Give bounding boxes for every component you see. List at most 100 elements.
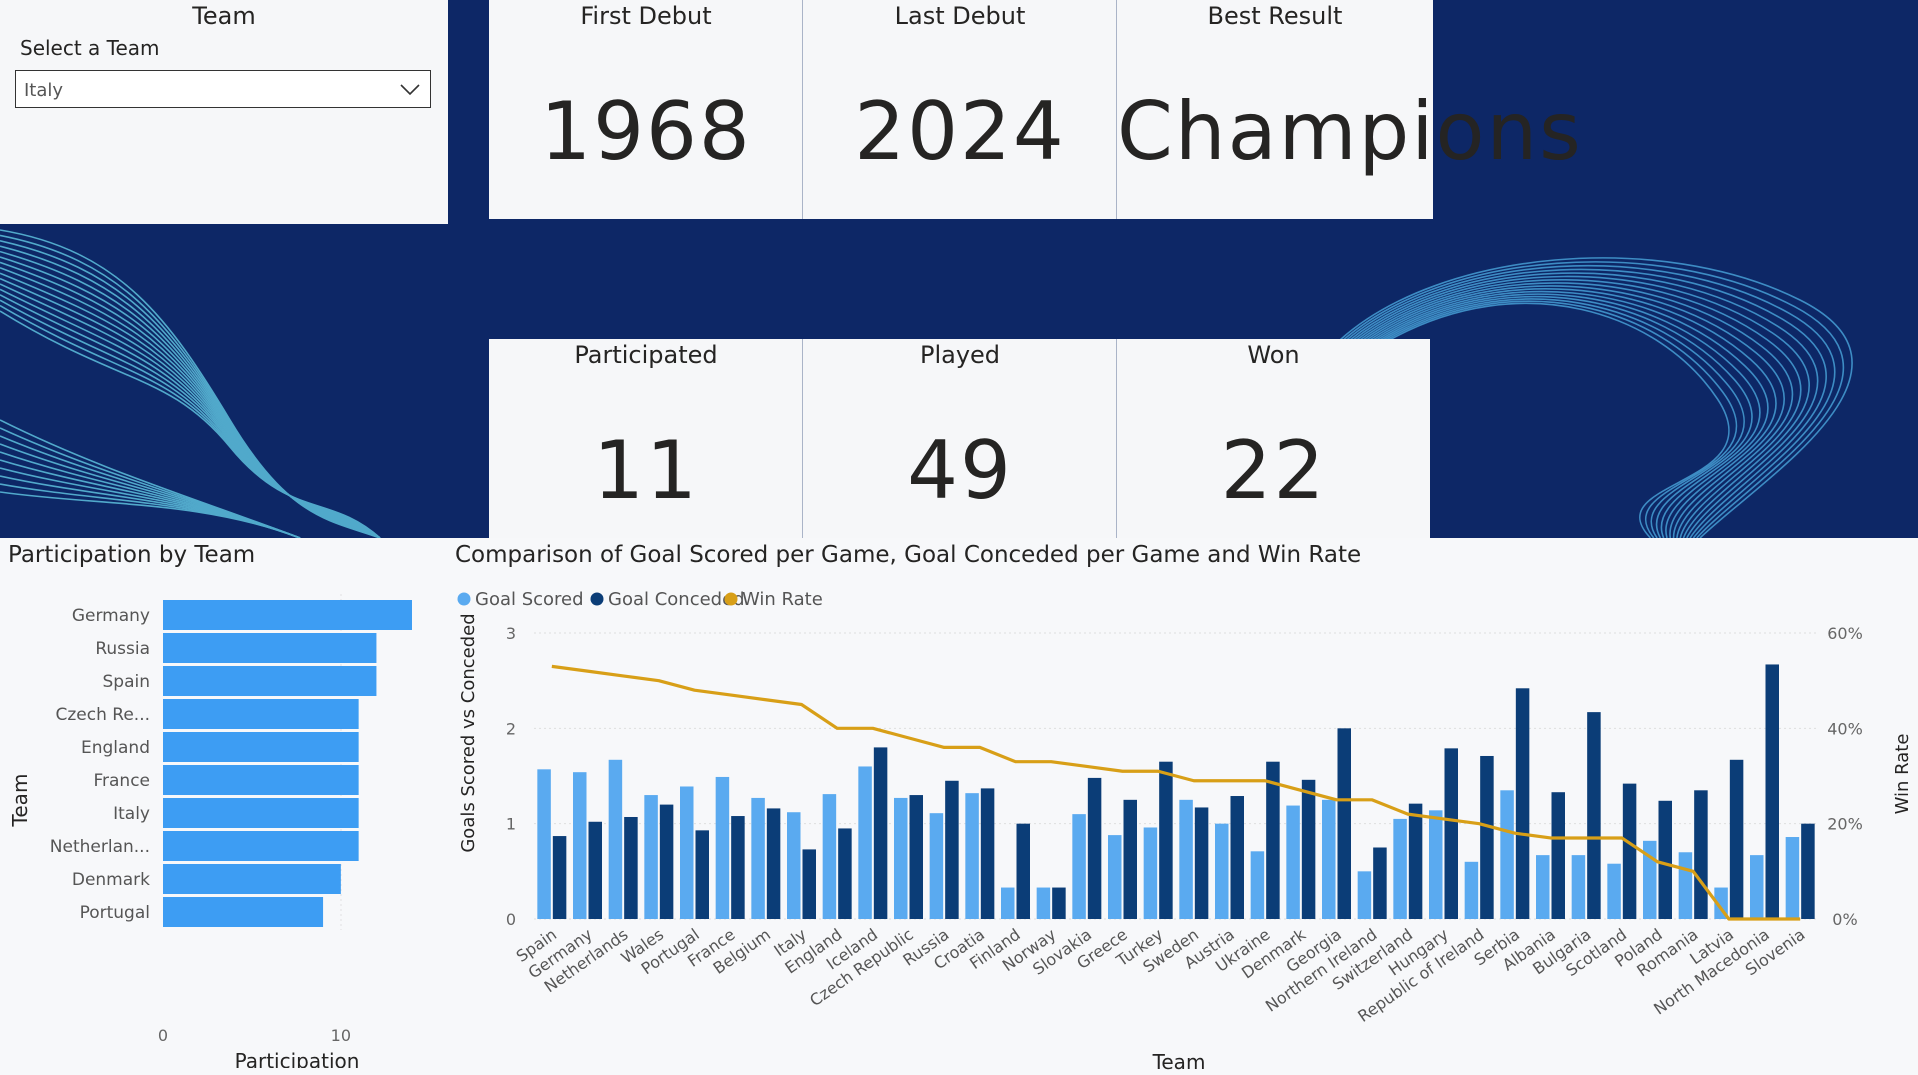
goal-conceded-bar[interactable] bbox=[695, 830, 710, 919]
goal-scored-bar[interactable] bbox=[965, 793, 979, 919]
participation-bar[interactable] bbox=[163, 600, 412, 630]
goal-scored-bar[interactable] bbox=[1750, 855, 1764, 919]
goal-conceded-bar[interactable] bbox=[1194, 807, 1209, 919]
goal-scored-bar[interactable] bbox=[1500, 790, 1514, 919]
goal-conceded-bar[interactable] bbox=[1123, 799, 1138, 919]
team-dropdown[interactable]: Italy bbox=[15, 70, 431, 108]
goal-conceded-bar[interactable] bbox=[980, 788, 995, 919]
goal-conceded-bar[interactable] bbox=[1587, 712, 1601, 919]
goal-scored-bar[interactable] bbox=[822, 794, 837, 919]
goal-conceded-bar[interactable] bbox=[1052, 887, 1066, 919]
right-axis-tick-label: 40% bbox=[1827, 719, 1863, 738]
goal-scored-bar[interactable] bbox=[1108, 835, 1122, 919]
win-rate-line[interactable] bbox=[551, 664, 1801, 921]
goal-conceded-bar[interactable] bbox=[909, 795, 924, 919]
goal-scored-bar[interactable] bbox=[1571, 855, 1586, 919]
participation-bar[interactable] bbox=[163, 666, 377, 696]
goal-scored-bar[interactable] bbox=[1250, 851, 1265, 919]
participated-card: Participated 11 bbox=[489, 339, 803, 538]
goal-scored-bar[interactable] bbox=[858, 766, 872, 919]
goal-scored-bar[interactable] bbox=[680, 786, 694, 919]
goal-conceded-bar[interactable] bbox=[1765, 664, 1780, 919]
goal-conceded-bar[interactable] bbox=[1694, 790, 1708, 919]
goal-conceded-bar[interactable] bbox=[588, 821, 603, 919]
goal-conceded-bar[interactable] bbox=[766, 808, 781, 919]
goal-scored-bar[interactable] bbox=[608, 759, 623, 919]
goal-conceded-bar[interactable] bbox=[1729, 759, 1744, 919]
participation-bar[interactable] bbox=[163, 831, 359, 861]
goal-conceded-bar[interactable] bbox=[1480, 755, 1494, 919]
goal-scored-bar[interactable] bbox=[929, 813, 944, 919]
goal-conceded-bar[interactable] bbox=[1159, 761, 1173, 919]
comparison-chart-title: Comparison of Goal Scored per Game, Goal… bbox=[455, 542, 1362, 568]
goal-conceded-bar[interactable] bbox=[552, 836, 567, 919]
goal-scored-bar[interactable] bbox=[644, 795, 658, 919]
goal-conceded-bar[interactable] bbox=[1087, 777, 1102, 919]
goal-conceded-bar[interactable] bbox=[1016, 823, 1031, 919]
goal-conceded-bar[interactable] bbox=[802, 849, 817, 919]
goal-scored-bar[interactable] bbox=[1464, 861, 1479, 919]
goal-conceded-bar[interactable] bbox=[659, 804, 674, 919]
goal-scored-bar[interactable] bbox=[715, 776, 730, 919]
slicer-title: Team bbox=[192, 2, 256, 30]
participation-bar[interactable] bbox=[163, 864, 341, 894]
goal-scored-bar[interactable] bbox=[1429, 810, 1443, 919]
participation-bar[interactable] bbox=[163, 699, 359, 729]
goal-conceded-bar[interactable] bbox=[624, 816, 638, 919]
goal-scored-bar[interactable] bbox=[1785, 837, 1800, 919]
participated-title: Participated bbox=[574, 341, 718, 369]
goal-conceded-bar[interactable] bbox=[1444, 748, 1459, 919]
participation-bar[interactable] bbox=[163, 897, 324, 927]
goal-scored-bar[interactable] bbox=[1357, 871, 1372, 919]
goal-conceded-bar[interactable] bbox=[1801, 823, 1815, 919]
goal-scored-bar[interactable] bbox=[1001, 887, 1015, 919]
goal-scored-bar[interactable] bbox=[1072, 814, 1086, 919]
decorative-waves bbox=[0, 229, 1853, 538]
goal-conceded-bar[interactable] bbox=[1301, 779, 1316, 919]
goal-scored-bar[interactable] bbox=[573, 772, 587, 919]
goal-scored-bar[interactable] bbox=[1678, 852, 1693, 919]
participation-bar[interactable] bbox=[163, 732, 359, 762]
participation-category-label: Portugal bbox=[80, 903, 150, 923]
played-value: 49 bbox=[907, 424, 1013, 517]
goal-scored-bar[interactable] bbox=[1036, 887, 1051, 919]
goal-conceded-bar[interactable] bbox=[1658, 800, 1673, 919]
goal-scored-bar[interactable] bbox=[751, 797, 765, 919]
goal-scored-bar[interactable] bbox=[1179, 799, 1193, 919]
participation-bar[interactable] bbox=[163, 765, 359, 795]
goal-conceded-bar[interactable] bbox=[1408, 803, 1423, 919]
goal-scored-bar[interactable] bbox=[1322, 799, 1336, 919]
goal-scored-bar[interactable] bbox=[894, 797, 908, 919]
first-debut-value: 1968 bbox=[540, 85, 752, 178]
goal-conceded-bar[interactable] bbox=[1266, 761, 1280, 919]
goal-conceded-bar[interactable] bbox=[838, 828, 852, 919]
goal-conceded-bar[interactable] bbox=[1515, 688, 1530, 919]
goal-conceded-bar[interactable] bbox=[1551, 792, 1566, 919]
goal-conceded-bar[interactable] bbox=[1373, 847, 1387, 920]
goal-scored-bar[interactable] bbox=[787, 812, 801, 919]
goals-y-axis-label: Goals Scored vs Conceded bbox=[458, 613, 479, 852]
participation-bar-chart: Germany Russia Spain Czech Re... England Fran… bbox=[8, 594, 412, 1068]
goal-scored-bar[interactable] bbox=[1393, 818, 1407, 919]
goal-conceded-bar[interactable] bbox=[731, 816, 745, 919]
goal-scored-bar[interactable] bbox=[1536, 855, 1550, 919]
goal-conceded-bar[interactable] bbox=[945, 780, 959, 919]
participation-bar[interactable] bbox=[163, 633, 377, 663]
goal-conceded-bar[interactable] bbox=[1230, 796, 1245, 919]
legend-marker bbox=[724, 592, 738, 606]
best-result-card: Best Result Champions bbox=[1117, 0, 1583, 219]
goal-conceded-bar[interactable] bbox=[1337, 728, 1352, 919]
goal-scored-bar[interactable] bbox=[1607, 863, 1621, 919]
goal-scored-bar[interactable] bbox=[1143, 827, 1158, 919]
goal-scored-bar[interactable] bbox=[537, 769, 551, 919]
goal-conceded-bar[interactable] bbox=[873, 747, 888, 919]
goal-scored-bar[interactable] bbox=[1215, 823, 1229, 919]
participation-bar[interactable] bbox=[163, 798, 359, 828]
goal-scored-bar[interactable] bbox=[1286, 805, 1300, 919]
goal-conceded-bar[interactable] bbox=[1622, 783, 1637, 919]
best-result-value: Champions bbox=[1117, 85, 1583, 178]
participation-category-label: Russia bbox=[95, 639, 150, 659]
wave-line bbox=[1352, 272, 1819, 538]
chevron-down-icon[interactable] bbox=[398, 79, 422, 99]
